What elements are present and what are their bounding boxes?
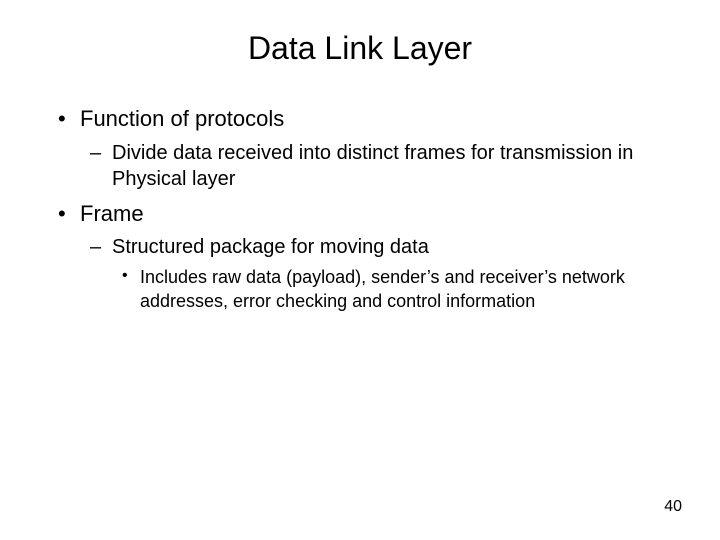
list-item: Frame Structured package for moving data…	[50, 200, 670, 313]
list-item: Includes raw data (payload), sender’s an…	[112, 266, 670, 313]
list-item: Divide data received into distinct frame…	[80, 140, 670, 192]
bullet-list-level3: Includes raw data (payload), sender’s an…	[112, 266, 670, 313]
slide-title: Data Link Layer	[50, 30, 670, 67]
bullet-list-level2: Structured package for moving data Inclu…	[80, 234, 670, 313]
bullet-text: Includes raw data (payload), sender’s an…	[140, 267, 625, 310]
bullet-list-level2: Divide data received into distinct frame…	[80, 140, 670, 192]
page-number: 40	[664, 498, 682, 516]
bullet-text: Frame	[80, 201, 144, 226]
slide-content: Function of protocols Divide data receiv…	[50, 105, 670, 313]
bullet-text: Structured package for moving data	[112, 236, 429, 258]
list-item: Structured package for moving data Inclu…	[80, 234, 670, 313]
bullet-text: Divide data received into distinct frame…	[112, 142, 633, 190]
bullet-text: Function of protocols	[80, 106, 284, 131]
list-item: Function of protocols Divide data receiv…	[50, 105, 670, 192]
bullet-list-level1: Function of protocols Divide data receiv…	[50, 105, 670, 313]
slide-container: Data Link Layer Function of protocols Di…	[0, 0, 720, 540]
